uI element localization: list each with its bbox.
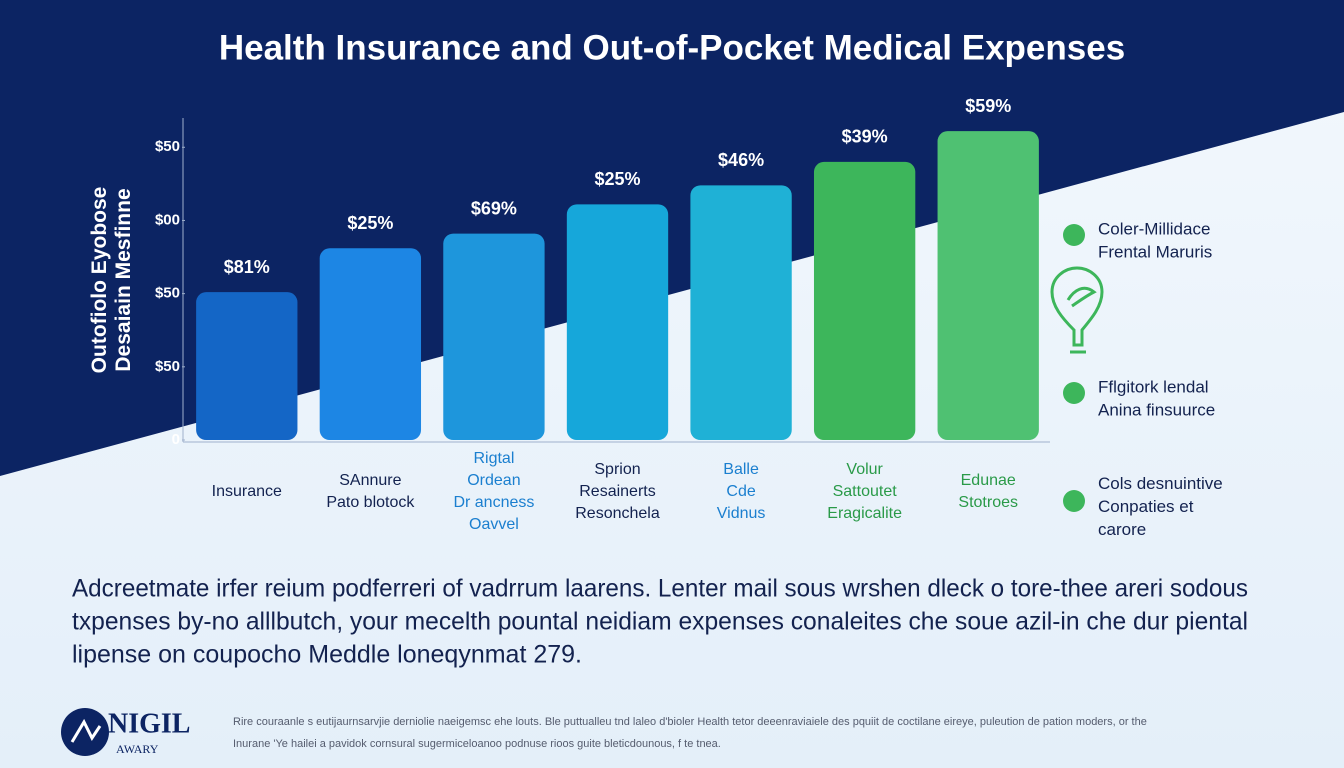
legend-label: Coler-Millidace Frental Maruris [1098,220,1212,262]
y-tick-label: $00 [155,211,180,228]
x-tick-label: Insurance [212,483,282,500]
value-label: $81% [224,257,270,277]
value-label: $69% [471,198,517,218]
value-label: $25% [347,213,393,233]
legend-marker [1063,490,1085,512]
x-tick-label: Rigtal Ordean Dr ancness Oavvel [453,450,534,533]
bar [690,185,792,440]
legend-label: Fflgitork lendal Anina finsuurce [1098,378,1215,420]
y-tick-label: 0 [172,431,180,448]
value-label: $39% [842,127,888,147]
lightbulb-icon [1050,266,1104,354]
y-axis-label: Outofiolo EyoboseDesaiain Mesfinne [88,187,135,374]
value-label: $59% [965,96,1011,116]
bar [196,292,298,440]
legend-marker [1063,382,1085,404]
bar [937,131,1039,440]
bar [443,233,545,440]
x-tick-label: Edunae Stotroes [958,472,1018,511]
value-label: $46% [718,150,764,170]
y-tick-label: $50 [155,138,180,155]
paragraph-line: Adcreetmate irfer reium podferreri of va… [72,575,1248,603]
paragraph-line: lipense on coupocho Meddle loneqynmat 27… [72,641,582,669]
logo-subtext: AWARY [116,742,159,756]
legend-marker [1063,224,1085,246]
y-tick-label: $50 [155,358,180,375]
x-tick-label: SAnnure Pato blotock [326,472,415,511]
legend-label: Cols desnuintive Conpaties et carore [1098,474,1223,539]
x-tick-label: Balle Cde Vidnus [717,461,766,522]
x-tick-label: Sprion Resainerts Resonchela [575,461,660,522]
bar [566,204,669,440]
chart-title: Health Insurance and Out-of-Pocket Medic… [219,28,1125,67]
logo-text: NIGIL [108,708,190,739]
logo-icon [61,708,109,756]
value-label: $25% [594,169,640,189]
y-tick-label: $50 [155,285,180,302]
footer-line: Inurane 'Ye hailei a pavidok cornsural s… [233,738,721,750]
paragraph-line: txpenses by-no alllbutch, your mecelth p… [72,608,1248,636]
x-tick-label: Volur Sattoutet Eragicalite [827,461,902,522]
bar [813,161,916,440]
footer-line: Rire couraanle s eutijaurnsarvjie dernio… [233,716,1147,728]
bar [319,248,422,440]
